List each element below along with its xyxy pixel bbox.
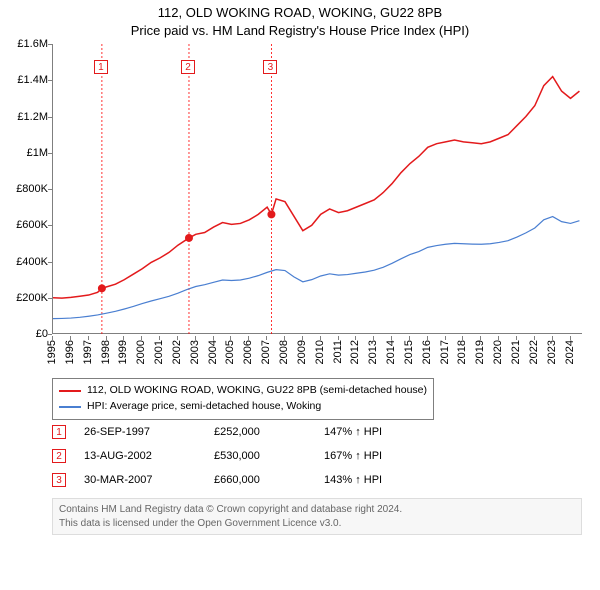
event-row: 3 30-MAR-2007£660,000143% ↑ HPI: [52, 468, 382, 492]
event-price: £252,000: [214, 426, 324, 438]
y-tick-label: £1.2M: [17, 111, 48, 123]
x-tick-label: 2003: [189, 340, 201, 364]
event-date: 30-MAR-2007: [84, 474, 214, 486]
x-tick-label: 2004: [207, 340, 219, 364]
y-axis-ticks: £0£200K£400K£600K£800K£1M£1.2M£1.4M£1.6M: [0, 44, 48, 334]
legend-swatch: [59, 390, 81, 392]
title-address: 112, OLD WOKING ROAD, WOKING, GU22 8PB: [0, 4, 600, 22]
event-number-badge: 1: [52, 425, 66, 439]
y-tick-label: £1.4M: [17, 74, 48, 86]
event-row: 2 13-AUG-2002£530,000167% ↑ HPI: [52, 444, 382, 468]
event-price: £660,000: [214, 474, 324, 486]
x-tick-label: 2016: [421, 340, 433, 364]
chart-titles: 112, OLD WOKING ROAD, WOKING, GU22 8PB P…: [0, 0, 600, 39]
legend: 112, OLD WOKING ROAD, WOKING, GU22 8PB (…: [52, 378, 434, 420]
x-tick-label: 2018: [456, 340, 468, 364]
x-tick-label: 1999: [117, 340, 129, 364]
events-table: 1 26-SEP-1997£252,000147% ↑ HPI 2 13-AUG-20…: [52, 420, 382, 492]
x-tick-label: 2022: [528, 340, 540, 364]
y-tick-label: £1M: [27, 147, 48, 159]
event-number-badge: 3: [52, 473, 66, 487]
x-tick-label: 2015: [403, 340, 415, 364]
x-tick-label: 2019: [474, 340, 486, 364]
event-price: £530,000: [214, 450, 324, 462]
x-tick-label: 1995: [46, 340, 58, 364]
plot-svg: [53, 44, 583, 334]
event-marker-1: 1: [94, 60, 108, 74]
event-number-badge: 2: [52, 449, 66, 463]
event-ratio: 143% ↑ HPI: [324, 474, 382, 486]
chart-container: 112, OLD WOKING ROAD, WOKING, GU22 8PB P…: [0, 0, 600, 590]
x-tick-label: 1997: [82, 340, 94, 364]
x-tick-label: 2011: [332, 340, 344, 364]
legend-label: HPI: Average price, semi-detached house,…: [87, 399, 321, 415]
event-date: 13-AUG-2002: [84, 450, 214, 462]
x-tick-label: 2014: [385, 340, 397, 364]
x-tick-label: 2001: [153, 340, 165, 364]
x-tick-label: 2024: [564, 340, 576, 364]
legend-item: HPI: Average price, semi-detached house,…: [59, 399, 427, 415]
footer-line2: This data is licensed under the Open Gov…: [59, 517, 575, 531]
event-ratio: 147% ↑ HPI: [324, 426, 382, 438]
x-tick-label: 2009: [296, 340, 308, 364]
legend-swatch: [59, 406, 81, 408]
y-tick-label: £400K: [16, 256, 48, 268]
y-tick-label: £800K: [16, 183, 48, 195]
x-tick-label: 2007: [260, 340, 272, 364]
x-tick-label: 2000: [135, 340, 147, 364]
x-tick-label: 2005: [224, 340, 236, 364]
footer-attribution: Contains HM Land Registry data © Crown c…: [52, 498, 582, 535]
x-tick-label: 1998: [100, 340, 112, 364]
x-tick-label: 2020: [492, 340, 504, 364]
event-marker-3: 3: [263, 60, 277, 74]
legend-item: 112, OLD WOKING ROAD, WOKING, GU22 8PB (…: [59, 383, 427, 399]
event-date: 26-SEP-1997: [84, 426, 214, 438]
plot-area: [52, 44, 582, 334]
y-tick-label: £1.6M: [17, 38, 48, 50]
x-tick-label: 2006: [242, 340, 254, 364]
x-tick-label: 2021: [510, 340, 522, 364]
event-ratio: 167% ↑ HPI: [324, 450, 382, 462]
title-subtitle: Price paid vs. HM Land Registry's House …: [0, 22, 600, 40]
event-row: 1 26-SEP-1997£252,000147% ↑ HPI: [52, 420, 382, 444]
x-axis-ticks: 1995199619971998199920002001200220032004…: [52, 340, 582, 380]
x-tick-label: 2023: [546, 340, 558, 364]
y-tick-label: £200K: [16, 292, 48, 304]
footer-line1: Contains HM Land Registry data © Crown c…: [59, 503, 575, 517]
x-tick-label: 2010: [314, 340, 326, 364]
legend-label: 112, OLD WOKING ROAD, WOKING, GU22 8PB (…: [87, 383, 427, 399]
y-tick-label: £600K: [16, 219, 48, 231]
y-tick-label: £0: [36, 328, 48, 340]
event-marker-2: 2: [181, 60, 195, 74]
x-tick-label: 2002: [171, 340, 183, 364]
x-tick-label: 1996: [64, 340, 76, 364]
x-tick-label: 2017: [439, 340, 451, 364]
x-tick-label: 2008: [278, 340, 290, 364]
x-tick-label: 2013: [367, 340, 379, 364]
x-tick-label: 2012: [349, 340, 361, 364]
